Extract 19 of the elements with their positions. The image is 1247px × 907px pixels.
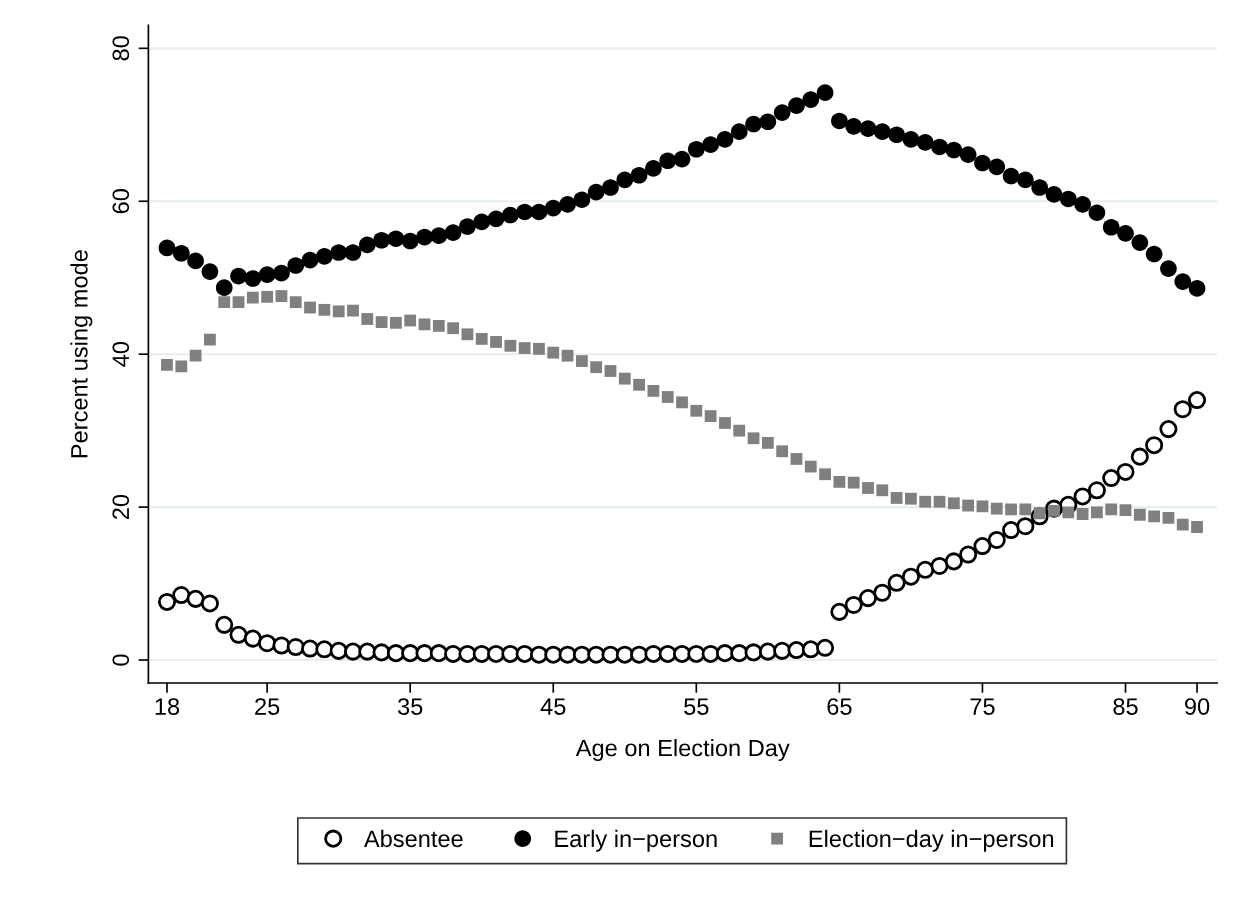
y-axis-title: Percent using mode	[70, 250, 93, 458]
x-tick-label: 25	[255, 698, 280, 715]
x-tick-label: 45	[540, 698, 566, 715]
x-tick-label: 18	[155, 698, 180, 715]
y-tick-label: 60	[112, 189, 130, 214]
x-tick-label: 55	[684, 698, 709, 715]
legend-label: Election−day in−person	[809, 829, 1054, 852]
x-tick-label: 35	[397, 698, 423, 715]
x-tick-label: 90	[1185, 698, 1210, 715]
x-axis-title: Age on Election Day	[575, 739, 790, 762]
y-tick-label: 0	[112, 654, 130, 666]
legend-label: Absentee	[363, 829, 463, 848]
y-tick-label: 40	[112, 341, 130, 367]
x-tick-label: 85	[1113, 698, 1138, 715]
legend-label: Early in−person	[555, 829, 717, 852]
y-tick-label: 20	[112, 494, 130, 520]
y-tick-label: 80	[112, 36, 130, 61]
x-tick-label: 65	[827, 698, 852, 715]
x-tick-label: 75	[970, 698, 995, 715]
